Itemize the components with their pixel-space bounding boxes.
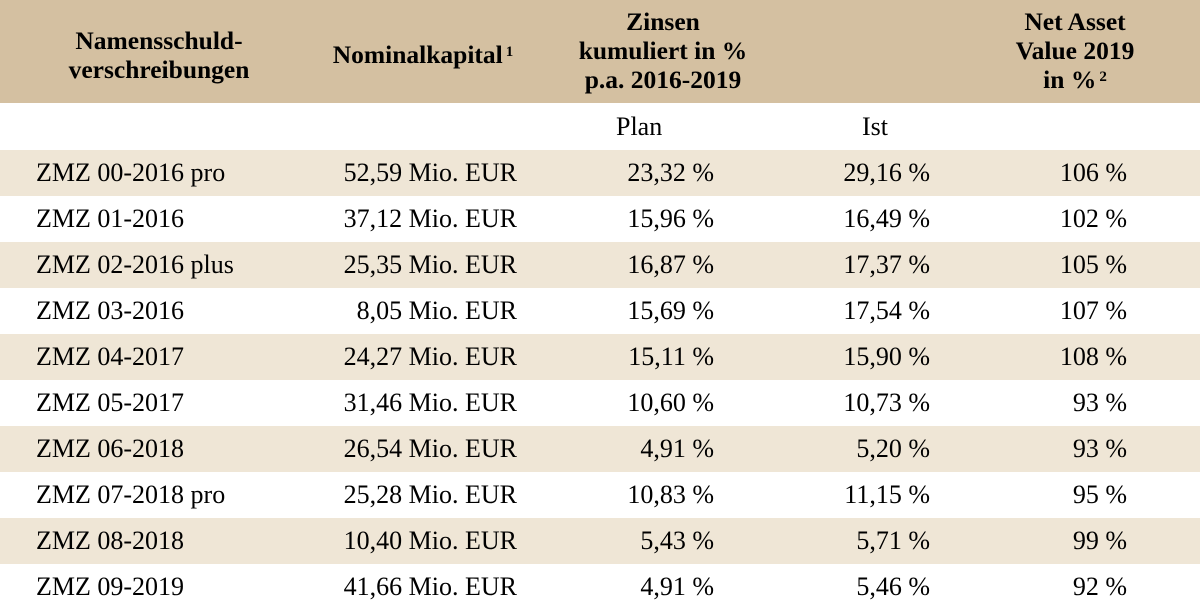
header-nominal-label: Nominalkapital (332, 40, 503, 69)
bond-name-cell: ZMZ 08-2018 (36, 526, 185, 555)
plan-cell: 5,43 % (640, 526, 714, 555)
nominal-cell: 10,40 Mio. EUR (343, 526, 517, 555)
nav-cell: 93 % (1072, 388, 1127, 417)
ist-cell: 17,37 % (843, 250, 930, 279)
table-header: Namensschuld- verschreibungen Nominalkap… (0, 0, 1200, 103)
subheader-ist: Ist (862, 112, 888, 141)
bond-name-cell: ZMZ 04-2017 (36, 342, 185, 371)
nominal-cell: 52,59 Mio. EUR (343, 158, 517, 187)
plan-cell: 10,60 % (627, 388, 714, 417)
ist-cell: 11,15 % (844, 480, 930, 509)
ist-cell: 17,54 % (843, 296, 930, 325)
bond-name-cell: ZMZ 07-2018 pro (36, 480, 226, 509)
header-zinsen-line-2: kumuliert in % (578, 36, 748, 65)
nominal-cell: 41,66 Mio. EUR (343, 572, 517, 601)
nav-cell: 102 % (1059, 204, 1127, 233)
ist-cell: 5,46 % (856, 572, 930, 601)
nominal-cell: 25,28 Mio. EUR (343, 480, 517, 509)
nav-cell: 95 % (1072, 480, 1127, 509)
nominal-cell: 37,12 Mio. EUR (343, 204, 517, 233)
header-nav-line-1: Net Asset (1024, 7, 1126, 36)
table-row: ZMZ 06-2018 26,54 Mio. EUR 4,91 % 5,20 % 93 … (0, 426, 1200, 472)
plan-cell: 15,11 % (628, 342, 714, 371)
nav-cell: 108 % (1059, 342, 1127, 371)
header-name-line-2: verschreibungen (68, 55, 250, 84)
footnote-marker-1: 1 (505, 44, 514, 60)
bond-name-cell: ZMZ 05-2017 (36, 388, 185, 417)
table-row: ZMZ 07-2018 pro 25,28 Mio. EUR 10,83 % 11,1… (0, 472, 1200, 518)
plan-cell: 16,87 % (627, 250, 714, 279)
header-nominal: Nominalkapital 1 (308, 40, 538, 69)
bond-name-cell: ZMZ 00-2016 pro (36, 158, 226, 187)
table-row: ZMZ 05-2017 31,46 Mio. EUR 10,60 % 10,73 % 9… (0, 380, 1200, 426)
table-row: ZMZ 02-2016 plus 25,35 Mio. EUR 16,87 % 17,… (0, 242, 1200, 288)
nav-cell: 99 % (1072, 526, 1127, 555)
table-row: ZMZ 00-2016 pro 52,59 Mio. EUR 23,32 % 29,1… (0, 150, 1200, 196)
header-zinsen-line-3: p.a. 2016-2019 (584, 65, 742, 94)
bond-name-cell: ZMZ 01-2016 (36, 204, 185, 233)
ist-cell: 29,16 % (843, 158, 930, 187)
plan-cell: 4,91 % (640, 572, 714, 601)
nominal-cell: 24,27 Mio. EUR (343, 342, 517, 371)
table-row: ZMZ 08-2018 10,40 Mio. EUR 5,43 % 5,71 % 99 … (0, 518, 1200, 564)
table-row: ZMZ 04-2017 24,27 Mio. EUR 15,11 % 15,90 % 1… (0, 334, 1200, 380)
header-zinsen: Zinsen kumuliert in % p.a. 2016-2019 (548, 7, 778, 94)
header-zinsen-line-1: Zinsen (626, 7, 700, 36)
header-name: Namensschuld- verschreibungen (44, 26, 274, 84)
nominal-cell: 8,05 Mio. EUR (356, 296, 517, 325)
nominal-cell: 31,46 Mio. EUR (343, 388, 517, 417)
ist-cell: 10,73 % (843, 388, 930, 417)
nav-cell: 107 % (1059, 296, 1127, 325)
plan-cell: 23,32 % (627, 158, 714, 187)
header-nav-line-2: Value 2019 (1015, 36, 1135, 65)
table-row: ZMZ 09-2019 41,66 Mio. EUR 4,91 % 5,46 % 92 … (0, 564, 1200, 610)
footnote-marker-2: 2 (1099, 69, 1107, 85)
header-nav: Net Asset Value 2019 in % 2 (960, 7, 1190, 94)
nav-cell: 93 % (1072, 434, 1127, 463)
header-nav-line-3: in % 2 (960, 65, 1190, 94)
nominal-cell: 25,35 Mio. EUR (343, 250, 517, 279)
nav-cell: 105 % (1059, 250, 1127, 279)
ist-cell: 16,49 % (843, 204, 930, 233)
plan-cell: 10,83 % (627, 480, 714, 509)
header-name-line-1: Namensschuld- (75, 26, 243, 55)
nominal-cell: 26,54 Mio. EUR (343, 434, 517, 463)
ist-cell: 15,90 % (843, 342, 930, 371)
subheader-plan: Plan (616, 112, 663, 141)
bond-name-cell: ZMZ 09-2019 (36, 572, 185, 601)
nav-cell: 106 % (1059, 158, 1127, 187)
plan-cell: 15,69 % (627, 296, 714, 325)
bond-name-cell: ZMZ 06-2018 (36, 434, 185, 463)
bond-name-cell: ZMZ 02-2016 plus (36, 250, 234, 279)
table-row: ZMZ 03-2016 8,05 Mio. EUR 15,69 % 17,54 % 10… (0, 288, 1200, 334)
nav-cell: 92 % (1072, 572, 1127, 601)
header-nav-label: in % (1043, 65, 1097, 94)
plan-cell: 15,96 % (627, 204, 714, 233)
bond-name-cell: ZMZ 03-2016 (36, 296, 185, 325)
plan-cell: 4,91 % (640, 434, 714, 463)
ist-cell: 5,20 % (856, 434, 930, 463)
table-row: ZMZ 01-2016 37,12 Mio. EUR 15,96 % 16,49 % 1… (0, 196, 1200, 242)
ist-cell: 5,71 % (856, 526, 930, 555)
